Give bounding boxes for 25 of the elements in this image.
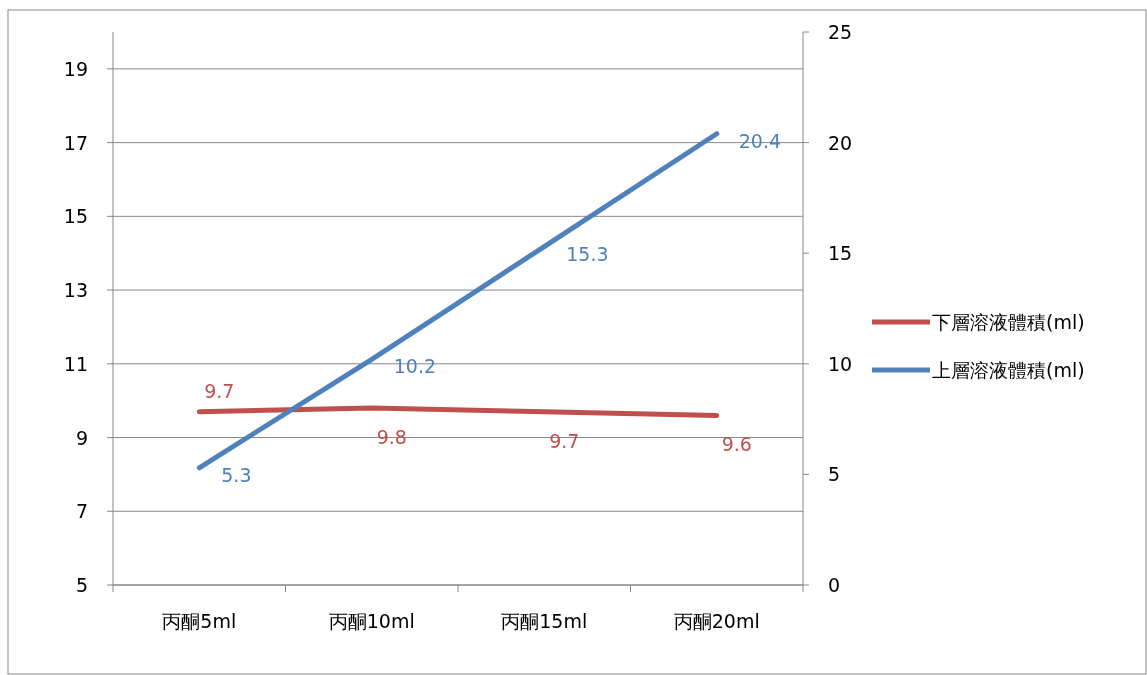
y2-tick-label: 15 <box>828 242 853 265</box>
y-tick-label: 11 <box>63 352 88 375</box>
legend-label: 下層溶液體積(ml) <box>932 311 1085 333</box>
data-label: 10.2 <box>393 355 437 378</box>
data-label: 9.7 <box>204 379 235 402</box>
legend-label: 上層溶液體積(ml) <box>932 359 1085 381</box>
x-tick-label: 丙酮10ml <box>328 610 415 632</box>
y-tick-label: 17 <box>63 131 88 154</box>
y2-tick-label: 0 <box>828 574 841 596</box>
data-label: 5.3 <box>221 463 252 486</box>
y2-tick-label: 20 <box>828 131 853 154</box>
y-tick-label: 15 <box>63 205 88 228</box>
x-tick-label: 丙酮20ml <box>673 610 760 632</box>
y-tick-label: 7 <box>75 500 88 523</box>
x-tick-label: 丙酮15ml <box>501 610 588 632</box>
y-tick-label: 19 <box>63 57 88 80</box>
data-label: 9.6 <box>721 433 752 456</box>
y2-tick-label: 5 <box>828 463 841 486</box>
y-tick-label: 5 <box>75 574 88 596</box>
x-tick-label: 丙酮5ml <box>162 610 237 632</box>
data-label: 15.3 <box>566 242 609 265</box>
y2-tick-label: 25 <box>828 21 853 43</box>
y2-tick-label: 10 <box>828 352 853 375</box>
y-tick-label: 13 <box>63 279 88 302</box>
y-tick-label: 9 <box>75 426 88 449</box>
